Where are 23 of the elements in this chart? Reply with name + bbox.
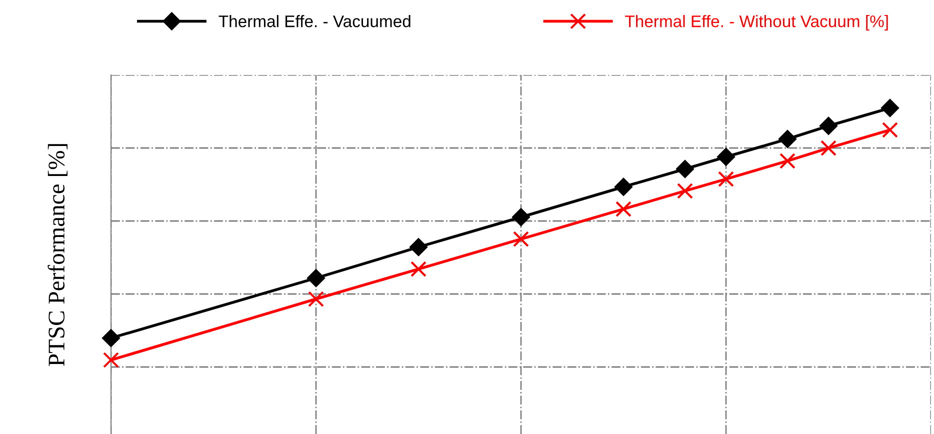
point (676, 160, 694, 178)
point (820, 116, 838, 135)
point (717, 148, 735, 166)
point (513, 231, 529, 248)
legend-label: Thermal Effe. - Without Vacuum [%] (625, 15, 888, 31)
point (882, 122, 898, 138)
point (307, 269, 325, 287)
point (103, 352, 119, 368)
point (512, 208, 530, 226)
point (308, 291, 324, 308)
point (616, 201, 632, 218)
point (614, 178, 632, 196)
point (780, 152, 796, 169)
point (778, 130, 796, 148)
point (881, 99, 899, 117)
point (102, 329, 120, 347)
point (820, 140, 836, 156)
point (718, 171, 734, 188)
point (410, 238, 428, 256)
point (410, 261, 426, 278)
y-axis-title: PTSC Performance [%] (48, 144, 68, 366)
point (677, 182, 693, 199)
legend-label: Thermal Effe. - Vacuumed (218, 15, 410, 28)
